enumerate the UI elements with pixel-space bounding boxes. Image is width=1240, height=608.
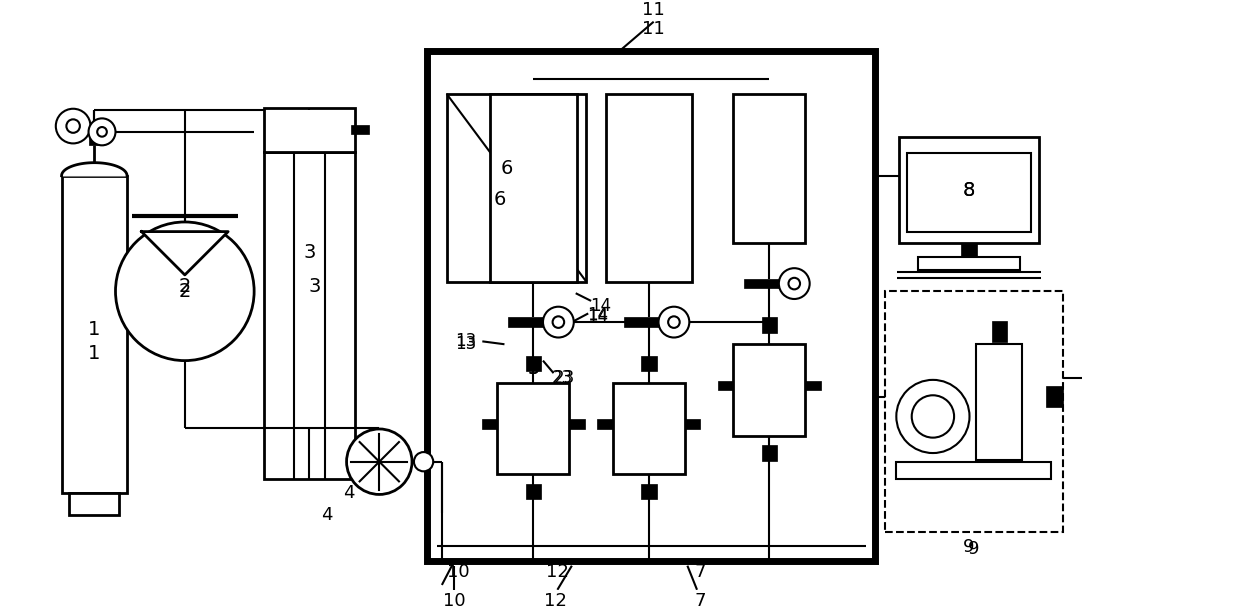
Circle shape	[897, 380, 970, 453]
Bar	[897, 461, 1052, 479]
Bar	[976, 344, 1023, 460]
Text: 1: 1	[88, 344, 100, 364]
Bar	[526, 356, 541, 371]
Polygon shape	[62, 163, 126, 176]
Polygon shape	[141, 232, 228, 275]
Circle shape	[668, 316, 680, 328]
Text: 2: 2	[179, 277, 191, 296]
Text: 4: 4	[342, 485, 355, 502]
Bar	[761, 445, 777, 461]
Bar	[69, 494, 119, 514]
Bar	[899, 137, 1039, 243]
Bar	[733, 94, 805, 243]
Bar	[885, 291, 1063, 532]
Bar	[733, 344, 805, 436]
Bar	[684, 419, 701, 429]
Circle shape	[543, 306, 574, 337]
Text: 23: 23	[553, 369, 575, 387]
Text: 8: 8	[962, 181, 975, 199]
Bar	[641, 484, 657, 499]
Text: 13: 13	[455, 335, 476, 353]
Bar	[624, 317, 673, 327]
Bar	[88, 132, 100, 145]
Text: 6: 6	[494, 190, 506, 209]
Text: 9: 9	[962, 539, 975, 556]
Text: 11: 11	[642, 1, 665, 19]
Text: 2: 2	[179, 282, 191, 301]
Text: 7: 7	[694, 592, 706, 608]
Bar	[906, 153, 1032, 232]
Bar	[992, 321, 1007, 342]
Text: 5: 5	[527, 359, 539, 378]
Bar	[264, 108, 355, 151]
Circle shape	[414, 452, 433, 471]
Text: 11: 11	[642, 21, 665, 38]
Text: 12: 12	[544, 592, 567, 608]
Circle shape	[346, 429, 412, 494]
Bar	[605, 94, 692, 282]
Bar	[264, 151, 355, 479]
Text: 10: 10	[443, 592, 466, 608]
Bar	[526, 484, 541, 499]
Circle shape	[789, 278, 800, 289]
Bar	[744, 279, 795, 288]
Bar	[718, 381, 733, 390]
Bar	[961, 243, 977, 257]
Text: 14: 14	[588, 308, 609, 326]
Bar	[761, 317, 777, 333]
Text: 4: 4	[321, 506, 332, 523]
Bar	[641, 356, 657, 371]
Bar	[919, 257, 1019, 270]
Bar	[613, 383, 684, 474]
Circle shape	[115, 222, 254, 361]
Text: 3: 3	[308, 277, 320, 296]
Circle shape	[553, 316, 564, 328]
Text: 8: 8	[962, 181, 975, 199]
Text: 7: 7	[694, 564, 706, 581]
Text: 5: 5	[527, 359, 539, 378]
Text: 10: 10	[446, 564, 470, 581]
Bar	[62, 176, 126, 494]
Circle shape	[67, 119, 79, 133]
Text: 12: 12	[546, 564, 569, 581]
Circle shape	[88, 119, 115, 145]
Circle shape	[56, 109, 91, 143]
Bar	[351, 125, 368, 134]
Circle shape	[911, 395, 954, 438]
Text: 14: 14	[590, 297, 611, 315]
Text: 1: 1	[88, 320, 100, 339]
Text: 6: 6	[501, 159, 513, 178]
Bar	[805, 381, 821, 390]
Bar	[482, 419, 497, 429]
Bar	[598, 419, 613, 429]
Circle shape	[779, 268, 810, 299]
Text: 14: 14	[588, 306, 609, 324]
Text: 23: 23	[552, 369, 573, 387]
Text: 13: 13	[455, 333, 476, 350]
Circle shape	[658, 306, 689, 337]
Bar	[490, 94, 577, 282]
Text: 3: 3	[304, 243, 316, 262]
Bar	[428, 50, 875, 561]
Bar	[446, 94, 587, 282]
Bar	[569, 419, 585, 429]
Text: 9: 9	[968, 541, 980, 558]
Bar	[508, 317, 558, 327]
Circle shape	[97, 127, 107, 137]
Bar	[497, 383, 569, 474]
Bar	[1045, 385, 1063, 407]
